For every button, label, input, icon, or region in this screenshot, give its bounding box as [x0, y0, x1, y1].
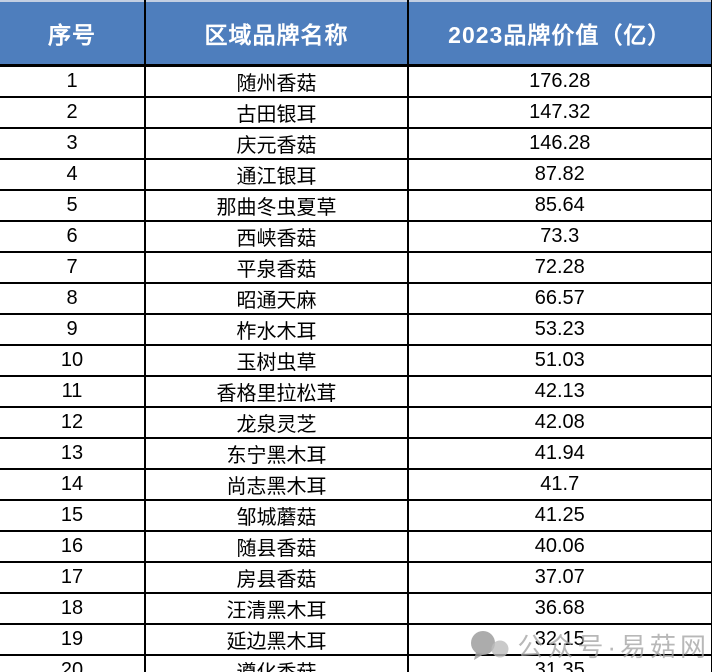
- brand-name-cell: 汪清黑木耳: [144, 592, 409, 625]
- rank-cell: 6: [0, 220, 146, 253]
- brand-name-cell: 通江银耳: [144, 158, 409, 191]
- brand-name-cell: 古田银耳: [144, 96, 409, 129]
- header-row: 序号 区域品牌名称 2023品牌价值（亿）: [0, 0, 712, 67]
- value-cell: 146.28: [407, 127, 712, 160]
- brand-name-cell: 延边黑木耳: [144, 623, 409, 656]
- value-cell: 42.13: [407, 375, 712, 408]
- table-row: 14 尚志黑木耳 41.7: [0, 468, 712, 501]
- value-cell: 41.25: [407, 499, 712, 532]
- rank-cell: 1: [0, 64, 146, 98]
- value-cell: 41.7: [407, 468, 712, 501]
- rank-cell: 20: [0, 654, 146, 672]
- value-cell: 87.82: [407, 158, 712, 191]
- table-row: 7 平泉香菇 72.28: [0, 251, 712, 284]
- table-row: 10 玉树虫草 51.03: [0, 344, 712, 377]
- brand-name-cell: 尚志黑木耳: [144, 468, 409, 501]
- table-row: 18 汪清黑木耳 36.68: [0, 592, 712, 625]
- table-row: 5 那曲冬虫夏草 85.64: [0, 189, 712, 222]
- rank-cell: 14: [0, 468, 146, 501]
- rank-cell: 10: [0, 344, 146, 377]
- brand-name-cell: 邹城蘑菇: [144, 499, 409, 532]
- value-cell: 72.28: [407, 251, 712, 284]
- value-cell: 31.35: [407, 654, 712, 672]
- brand-name-cell: 昭通天麻: [144, 282, 409, 315]
- value-cell: 37.07: [407, 561, 712, 594]
- table-row: 17 房县香菇 37.07: [0, 561, 712, 594]
- brand-name-cell: 玉树虫草: [144, 344, 409, 377]
- brand-name-cell: 平泉香菇: [144, 251, 409, 284]
- table-row: 4 通江银耳 87.82: [0, 158, 712, 191]
- value-cell: 41.94: [407, 437, 712, 470]
- brand-name-cell: 房县香菇: [144, 561, 409, 594]
- rank-cell: 15: [0, 499, 146, 532]
- brand-name-cell: 东宁黑木耳: [144, 437, 409, 470]
- table-row: 6 西峡香菇 73.3: [0, 220, 712, 253]
- brand-name-cell: 遵化香菇: [144, 654, 409, 672]
- table-row: 11 香格里拉松茸 42.13: [0, 375, 712, 408]
- rank-cell: 8: [0, 282, 146, 315]
- brand-name-cell: 柞水木耳: [144, 313, 409, 346]
- table-row: 19 延边黑木耳 32.15: [0, 623, 712, 656]
- column-header-value: 2023品牌价值（亿）: [407, 0, 712, 67]
- rank-cell: 7: [0, 251, 146, 284]
- rank-cell: 19: [0, 623, 146, 656]
- table-row: 16 随县香菇 40.06: [0, 530, 712, 563]
- value-cell: 36.68: [407, 592, 712, 625]
- table-row: 1 随州香菇 176.28: [0, 64, 712, 98]
- brand-name-cell: 随州香菇: [144, 64, 409, 98]
- table-row: 3 庆元香菇 146.28: [0, 127, 712, 160]
- table-row: 12 龙泉灵芝 42.08: [0, 406, 712, 439]
- column-header-brand: 区域品牌名称: [144, 0, 409, 67]
- rank-cell: 2: [0, 96, 146, 129]
- value-cell: 176.28: [407, 64, 712, 98]
- table-row: 2 古田银耳 147.32: [0, 96, 712, 129]
- value-cell: 73.3: [407, 220, 712, 253]
- brand-name-cell: 龙泉灵芝: [144, 406, 409, 439]
- rank-cell: 12: [0, 406, 146, 439]
- value-cell: 85.64: [407, 189, 712, 222]
- rank-cell: 11: [0, 375, 146, 408]
- rank-cell: 3: [0, 127, 146, 160]
- brand-name-cell: 香格里拉松茸: [144, 375, 409, 408]
- rank-cell: 17: [0, 561, 146, 594]
- rank-cell: 18: [0, 592, 146, 625]
- value-cell: 66.57: [407, 282, 712, 315]
- rank-cell: 4: [0, 158, 146, 191]
- table-row: 15 邹城蘑菇 41.25: [0, 499, 712, 532]
- table-row: 8 昭通天麻 66.57: [0, 282, 712, 315]
- rank-cell: 13: [0, 437, 146, 470]
- table-row: 20遵化香菇31.35: [0, 654, 712, 672]
- brand-name-cell: 那曲冬虫夏草: [144, 189, 409, 222]
- rank-cell: 9: [0, 313, 146, 346]
- value-cell: 53.23: [407, 313, 712, 346]
- brand-name-cell: 西峡香菇: [144, 220, 409, 253]
- table-row: 13 东宁黑木耳 41.94: [0, 437, 712, 470]
- value-cell: 147.32: [407, 96, 712, 129]
- value-cell: 32.15: [407, 623, 712, 656]
- value-cell: 40.06: [407, 530, 712, 563]
- rank-cell: 16: [0, 530, 146, 563]
- rank-cell: 5: [0, 189, 146, 222]
- table-row: 9 柞水木耳 53.23: [0, 313, 712, 346]
- table-body: 1 随州香菇 176.28 2 古田银耳 147.32 3 庆元香菇 146.28 4 通江银耳 87…: [0, 64, 712, 672]
- value-cell: 51.03: [407, 344, 712, 377]
- value-cell: 42.08: [407, 406, 712, 439]
- brand-name-cell: 庆元香菇: [144, 127, 409, 160]
- brand-name-cell: 随县香菇: [144, 530, 409, 563]
- column-header-rank: 序号: [0, 0, 146, 67]
